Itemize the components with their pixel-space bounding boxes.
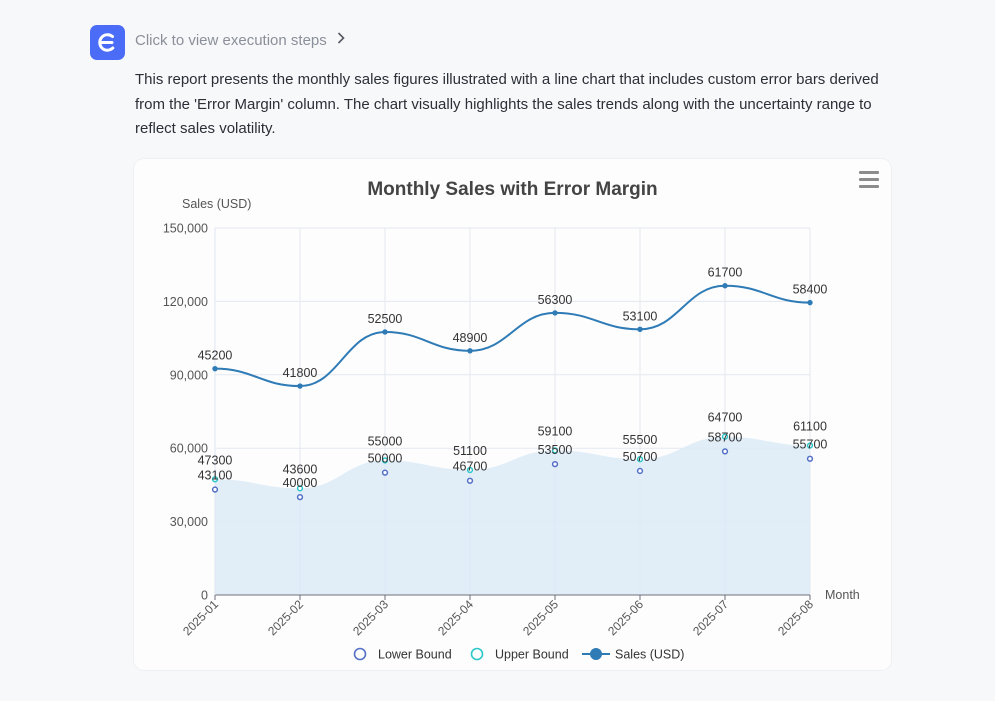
lower-bound-point — [806, 455, 814, 462]
upper-bound-point — [551, 447, 559, 454]
legend-lower-bound-label: Lower Bound — [378, 648, 452, 662]
upper-bound-label: 64700 — [708, 411, 743, 425]
upper-bound-point — [721, 433, 729, 440]
report-description: This report presents the monthly sales f… — [135, 71, 879, 137]
lower-bound-label: 53500 — [538, 443, 573, 457]
sales-point — [552, 310, 558, 316]
sales-point — [297, 383, 303, 389]
sales-point — [467, 348, 473, 354]
y-tick-label: 120,000 — [163, 295, 208, 309]
legend-sales-marker — [590, 648, 602, 660]
upper-bound-point — [806, 442, 814, 449]
sales-data-label: 61700 — [708, 266, 743, 280]
x-tick-label: 2025-06 — [605, 597, 646, 638]
lower-bound-point — [551, 460, 559, 468]
sales-point — [807, 299, 813, 306]
app-logo-icon[interactable] — [90, 25, 125, 60]
lower-bound-point — [636, 467, 644, 475]
lower-bound-point — [466, 477, 474, 484]
lower-bound-label: 58700 — [708, 430, 743, 444]
upper-bound-label: 55500 — [623, 433, 658, 447]
sales-point — [212, 365, 218, 372]
line-chart: Monthly Sales with Error Margin Sales (US… — [163, 179, 860, 662]
lower-bound-point — [211, 486, 219, 493]
lower-bound-point — [296, 493, 304, 501]
legend-lower-bound-marker — [353, 647, 367, 661]
lower-bound-point — [721, 448, 729, 455]
x-tick-label: 2025-07 — [690, 597, 731, 638]
y-tick-label: 90,000 — [170, 368, 208, 382]
y-tick-label: 0 — [201, 589, 208, 603]
lower-bound-label: 50700 — [623, 450, 658, 464]
chart-card: Monthly Sales with Error Margin Sales (US… — [134, 159, 891, 670]
x-tick-label: 2025-02 — [265, 597, 306, 638]
sales-data-label: 52500 — [368, 312, 403, 326]
sales-data-label: 45200 — [198, 349, 233, 363]
y-tick-label: 150,000 — [163, 222, 208, 236]
upper-bound-label: 51100 — [453, 444, 487, 458]
sales-data-label: 58400 — [793, 283, 828, 297]
sales-data-label: 56300 — [538, 293, 573, 307]
sales-data-label: 48900 — [453, 331, 488, 345]
upper-bound-label: 43600 — [283, 462, 318, 476]
sales-data-label: 53100 — [623, 309, 658, 323]
legend-sales-label: Sales (USD) — [615, 648, 684, 662]
execution-steps-link[interactable]: Click to view execution steps — [135, 31, 345, 49]
sales-point — [722, 283, 728, 289]
x-tick-label: 2025-01 — [180, 597, 221, 638]
x-tick-label: 2025-03 — [350, 597, 391, 638]
sales-data-label: 41800 — [283, 366, 318, 380]
hamburger-menu-icon[interactable] — [859, 171, 879, 189]
upper-bound-label: 47300 — [198, 453, 233, 467]
upper-bound-label: 59100 — [538, 424, 573, 438]
upper-bound-point — [296, 485, 304, 492]
x-tick-label: 2025-04 — [435, 597, 476, 638]
upper-bound-label: 55000 — [368, 434, 403, 448]
upper-bound-point — [466, 466, 474, 474]
x-axis-label: Month — [825, 588, 860, 602]
sales-point — [382, 329, 388, 335]
y-tick-label: 30,000 — [170, 515, 208, 529]
upper-bound-label: 61100 — [793, 420, 827, 434]
upper-bound-point — [211, 476, 219, 483]
y-axis-label: Sales (USD) — [182, 197, 251, 211]
sales-line — [214, 284, 811, 388]
lower-bound-label: 50000 — [368, 452, 403, 466]
legend-upper-bound-marker — [470, 647, 484, 661]
sales-point — [637, 326, 643, 332]
upper-bound-point — [636, 456, 644, 463]
legend-upper-bound-label: Upper Bound — [495, 648, 569, 662]
lower-bound-label: 46700 — [453, 460, 488, 474]
lower-bound-label: 40000 — [283, 476, 318, 490]
execution-steps-label: Click to view execution steps — [135, 31, 327, 49]
x-tick-label: 2025-08 — [775, 597, 816, 638]
x-tick-label: 2025-05 — [520, 597, 561, 638]
error-band-area — [215, 436, 810, 595]
lower-bound-label: 55700 — [793, 438, 828, 452]
chart-title: Monthly Sales with Error Margin — [367, 179, 657, 200]
lower-bound-point — [381, 469, 389, 476]
chevron-right-icon — [337, 31, 345, 49]
upper-bound-point — [381, 457, 389, 464]
y-tick-label: 60,000 — [170, 442, 208, 456]
lower-bound-label: 43100 — [198, 469, 233, 483]
